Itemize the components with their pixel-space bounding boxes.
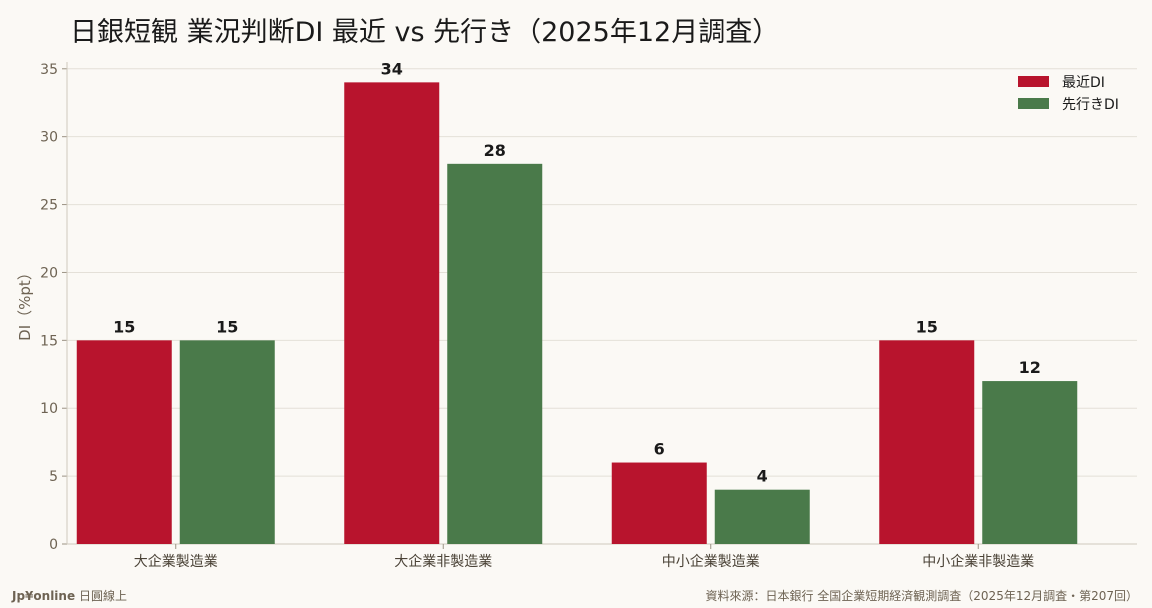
bar-forecast bbox=[179, 340, 275, 544]
data-label: 4 bbox=[757, 467, 768, 486]
chart-title: 日銀短観 業況判断DI 最近 vs 先行き（2025年12月調査） bbox=[70, 17, 780, 48]
bar-recent bbox=[344, 82, 440, 544]
legend-label: 先行きDI bbox=[1062, 97, 1119, 113]
bar-recent bbox=[879, 340, 975, 544]
y-tick-label: 30 bbox=[40, 130, 58, 146]
x-tick-label: 中小企業非製造業 bbox=[922, 553, 1034, 570]
bar-forecast bbox=[714, 489, 810, 544]
y-tick-label: 10 bbox=[40, 401, 58, 417]
y-tick-label: 25 bbox=[40, 198, 58, 214]
bar-forecast bbox=[982, 381, 1078, 544]
data-label: 15 bbox=[113, 317, 135, 336]
x-tick-label: 中小企業製造業 bbox=[662, 553, 760, 570]
data-label: 28 bbox=[484, 141, 506, 160]
legend-swatch bbox=[1018, 98, 1049, 109]
data-label: 15 bbox=[216, 317, 238, 336]
source-note: 資料來源：日本銀行 全国企業短期経済観測調査（2025年12月調査・第207回） bbox=[705, 589, 1138, 603]
bar-recent bbox=[76, 340, 172, 544]
y-tick-label: 0 bbox=[49, 537, 58, 553]
brand-credit: Jp¥online 日圓線上 bbox=[12, 587, 127, 604]
y-tick-label: 20 bbox=[40, 265, 58, 281]
data-label: 6 bbox=[654, 440, 665, 459]
y-tick-label: 15 bbox=[40, 333, 58, 349]
data-label: 12 bbox=[1019, 358, 1041, 377]
brand-name: Jp¥online bbox=[12, 589, 76, 603]
data-label: 34 bbox=[381, 59, 403, 78]
x-tick-label: 大企業非製造業 bbox=[394, 553, 492, 570]
y-tick-label: 35 bbox=[40, 62, 58, 78]
legend-label: 最近DI bbox=[1062, 75, 1105, 91]
y-tick-label: 5 bbox=[49, 469, 58, 485]
bar-forecast bbox=[447, 163, 543, 544]
x-tick-label: 大企業製造業 bbox=[134, 553, 218, 570]
bar-recent bbox=[611, 462, 707, 544]
data-label: 15 bbox=[916, 317, 938, 336]
brand-subtitle: 日圓線上 bbox=[78, 589, 127, 603]
legend-swatch bbox=[1018, 76, 1049, 87]
y-axis-label: DI（%pt） bbox=[16, 265, 34, 341]
